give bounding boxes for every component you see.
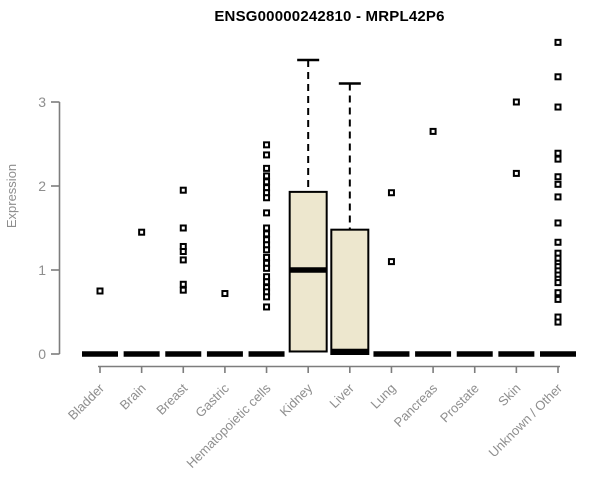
data-point: [263, 224, 271, 232]
x-category-label: Bladder: [65, 380, 108, 423]
data-point: [554, 173, 562, 181]
median-line: [331, 348, 369, 355]
median-line: [289, 267, 327, 273]
data-point: [263, 264, 271, 272]
data-point: [387, 258, 395, 266]
data-point: [263, 230, 271, 238]
median-line: [248, 351, 285, 357]
data-point: [554, 219, 562, 227]
data-point: [263, 209, 271, 217]
data-point: [263, 141, 271, 149]
y-tick-label: 3: [38, 94, 46, 110]
data-point: [263, 253, 271, 261]
median-line: [82, 351, 118, 357]
median-line: [540, 351, 576, 357]
data-point: [263, 178, 271, 186]
data-point: [554, 295, 562, 303]
box-iqr: [330, 228, 370, 355]
data-point: [179, 186, 187, 194]
x-category-label: Skin: [495, 381, 523, 409]
y-tick-label: 2: [38, 178, 46, 194]
x-category-label: Liver: [326, 380, 357, 411]
y-tick-label: 0: [38, 346, 46, 362]
data-point: [554, 103, 562, 111]
data-point: [554, 149, 562, 157]
data-point: [554, 193, 562, 201]
median-line: [498, 351, 535, 357]
y-tick-label: 1: [38, 262, 46, 278]
median-line: [206, 351, 243, 357]
data-point: [554, 318, 562, 326]
data-point: [221, 290, 229, 298]
data-point: [554, 180, 562, 188]
x-category-label: Gastric: [192, 380, 232, 420]
data-point: [263, 293, 271, 301]
data-point: [263, 151, 271, 159]
data-point: [138, 228, 146, 236]
x-category-label: Pancreas: [391, 380, 441, 430]
y-axis-title: Expression: [4, 164, 19, 228]
data-point: [554, 238, 562, 246]
chart-title: ENSG00000242810 - MRPL42P6: [214, 8, 445, 25]
median-line: [123, 351, 160, 357]
median-line: [165, 351, 202, 357]
data-point: [263, 164, 271, 172]
median-line: [373, 351, 410, 357]
x-category-label: Unknown / Other: [486, 380, 566, 460]
data-point: [96, 287, 104, 295]
data-point: [512, 98, 520, 106]
data-point: [263, 303, 271, 311]
x-category-label: Brain: [117, 381, 149, 413]
data-point: [512, 169, 520, 177]
data-point: [263, 194, 271, 202]
x-category-label: Breast: [153, 380, 190, 417]
median-line: [415, 351, 452, 357]
data-point: [554, 155, 562, 163]
median-line: [456, 351, 493, 357]
data-point: [429, 127, 437, 135]
x-category-label: Kidney: [277, 380, 316, 419]
data-point: [554, 279, 562, 287]
data-point: [263, 246, 271, 254]
data-point: [179, 224, 187, 232]
data-point: [554, 289, 562, 297]
data-point: [263, 172, 271, 180]
data-point: [179, 248, 187, 256]
data-point: [263, 278, 271, 286]
data-point: [179, 256, 187, 264]
data-point: [179, 286, 187, 294]
data-point: [387, 189, 395, 197]
x-category-label: Lung: [368, 381, 399, 412]
data-point: [554, 38, 562, 46]
data-point: [179, 280, 187, 288]
x-category-label: Prostate: [437, 381, 482, 426]
data-point: [554, 73, 562, 81]
